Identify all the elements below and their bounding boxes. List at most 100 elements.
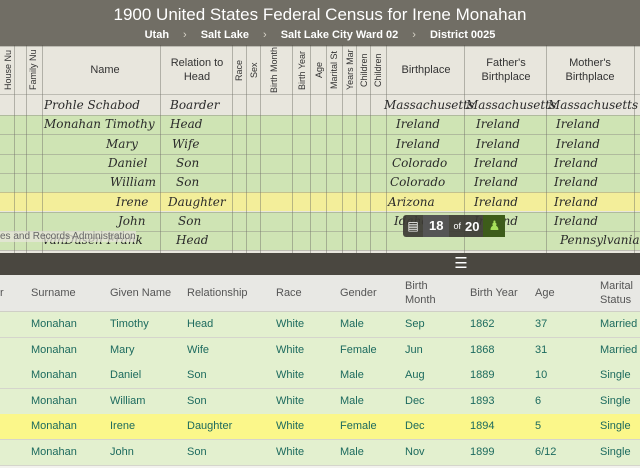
cell-age: 31 xyxy=(535,343,548,356)
archive-watermark: es and Records Administration xyxy=(0,231,136,242)
table-header-marital-status[interactable]: Marital Status xyxy=(600,280,634,306)
breadcrumb-state[interactable]: Utah xyxy=(144,29,170,41)
cell-gender: Male xyxy=(340,394,364,407)
table-row[interactable]: Monahan Timothy Head White Male Sep 1862 37 Marr… xyxy=(0,312,640,338)
hamburger-menu-icon[interactable]: ☰ xyxy=(454,255,468,272)
doc-ruling-column xyxy=(464,45,465,253)
doc-header-fathers-birthplace: Father's Birthplace xyxy=(481,57,531,83)
census-image-viewer[interactable]: House Nu Family Nu Name Relation to Head… xyxy=(0,0,640,253)
handwritten-entry: Ireland xyxy=(554,175,598,190)
cell-gender: Male xyxy=(340,369,364,381)
cell-marital-status: Married xyxy=(600,343,638,356)
doc-header-children-born: Children xyxy=(359,53,369,87)
current-image-number[interactable]: 18 xyxy=(423,215,450,237)
cell-age: 37 xyxy=(535,318,548,330)
handwritten-entry: Head xyxy=(170,117,203,132)
table-header-surname[interactable]: Surname xyxy=(31,287,76,299)
breadcrumb-district[interactable]: District 0025 xyxy=(429,29,496,41)
chevron-right-icon: › xyxy=(412,29,416,41)
doc-ruling-column xyxy=(160,45,161,253)
table-header-race[interactable]: Race xyxy=(276,287,302,299)
handwritten-entry: Monahan Timothy xyxy=(44,117,155,132)
table-header-gender[interactable]: Gender xyxy=(340,287,377,299)
cell-birth-month: Aug xyxy=(405,369,425,381)
table-header-birth-month[interactable]: Birth Month xyxy=(405,280,436,306)
handwritten-entry: Head xyxy=(176,233,209,248)
cell-race: White xyxy=(276,318,305,330)
doc-ruling-column xyxy=(386,45,387,253)
cell-relationship: Son xyxy=(187,394,207,407)
cell-surname: Monahan xyxy=(31,445,77,458)
handwritten-entry: Arizona xyxy=(388,194,435,209)
doc-ruling-line xyxy=(0,211,640,213)
cell-birth-month: Dec xyxy=(405,394,425,407)
index-panel-toolbar: ☰ xyxy=(0,253,640,275)
cell-marital-status: Single xyxy=(600,445,631,458)
doc-row-band xyxy=(0,192,640,212)
pager-of-label: of xyxy=(453,221,461,231)
cell-relationship: Daughter xyxy=(187,420,233,432)
doc-ruling-column xyxy=(246,45,247,253)
cell-surname: Monahan xyxy=(31,343,77,356)
breadcrumb-county[interactable]: Salt Lake xyxy=(200,29,250,41)
doc-ruling-column xyxy=(326,45,327,253)
handwritten-entry: Ireland xyxy=(396,117,440,132)
doc-header-sex: Sex xyxy=(249,62,259,78)
filmstrip-icon[interactable]: ▤ xyxy=(407,219,419,233)
doc-ruling-line xyxy=(0,172,640,174)
cell-surname: Monahan xyxy=(31,369,77,381)
cell-age: 6 xyxy=(535,394,542,407)
table-row[interactable]: Monahan William Son White Male Dec 1893 6 Single xyxy=(0,388,640,415)
doc-header-age: Age xyxy=(314,62,324,79)
doc-ruling-column xyxy=(292,45,293,253)
cell-birth-year: 1893 xyxy=(470,394,495,407)
doc-ruling-line xyxy=(0,230,640,232)
cell-race: White xyxy=(276,343,305,356)
cell-marital-status: Single xyxy=(600,394,631,407)
handwritten-entry: Pennsylvania xyxy=(560,233,640,248)
cell-race: White xyxy=(276,420,305,432)
table-header-given-name[interactable]: Given Name xyxy=(110,287,172,299)
table-header-birth-year[interactable]: Birth Year xyxy=(470,287,518,299)
breadcrumb-ward[interactable]: Salt Lake City Ward 02 xyxy=(280,29,399,41)
cell-birth-month: Sep xyxy=(405,318,425,330)
handwritten-entry: Colorado xyxy=(392,155,448,170)
handwritten-entry: Massachusetts xyxy=(548,98,639,112)
table-header-cell: r xyxy=(0,287,4,299)
doc-ruling-column xyxy=(634,45,635,253)
doc-header-marital: Marital St xyxy=(329,51,339,90)
doc-ruling-line xyxy=(0,115,640,116)
handwritten-entry: Irene xyxy=(116,194,149,209)
table-row[interactable]: Monahan Daniel Son White Male Aug 1889 10 Single xyxy=(0,363,640,389)
handwritten-entry: Massachusetts xyxy=(384,98,475,112)
table-row[interactable]: Monahan Mary Wife White Female Jun 1868 31 Marri… xyxy=(0,337,640,364)
handwritten-entry: Ireland xyxy=(476,136,520,151)
doc-ruling-column xyxy=(14,45,15,253)
handwritten-entry: Augusta xyxy=(100,252,150,253)
handwritten-entry: Ireland xyxy=(474,175,518,190)
table-row[interactable]: Monahan John Son White Male Nov 1899 6/12 Single xyxy=(0,439,640,466)
image-pager: ▤ 18 of 20 ♟ xyxy=(403,215,506,237)
cell-surname: Monahan xyxy=(31,394,77,407)
cell-birth-month: Jun xyxy=(405,343,423,356)
cell-gender: Male xyxy=(340,318,364,330)
doc-row-highlight xyxy=(0,211,640,231)
handwritten-entry: Son xyxy=(176,175,200,190)
table-row-highlighted[interactable]: Monahan Irene Daughter White Female Dec 1894 5 S… xyxy=(0,414,640,440)
handwritten-entry: Daniel xyxy=(108,155,148,170)
table-header-relationship[interactable]: Relationship xyxy=(187,287,248,299)
doc-ruling-column xyxy=(260,45,261,253)
doc-ruling-column xyxy=(42,45,43,253)
doc-ruling-line xyxy=(0,94,640,95)
doc-ruling-line xyxy=(0,250,640,252)
total-images: 20 xyxy=(464,218,480,234)
index-table: r Surname Given Name Relationship Race G… xyxy=(0,275,640,468)
cell-gender: Female xyxy=(340,343,377,356)
handwritten-entry: Ireland xyxy=(554,155,598,170)
doc-row-band xyxy=(0,134,640,154)
doc-header-house-number: House Nu xyxy=(3,49,13,91)
household-members-icon[interactable]: ♟ xyxy=(483,215,506,237)
handwritten-entry: William xyxy=(110,175,157,190)
table-header-age[interactable]: Age xyxy=(535,287,555,299)
handwritten-entry: Son xyxy=(176,155,200,170)
